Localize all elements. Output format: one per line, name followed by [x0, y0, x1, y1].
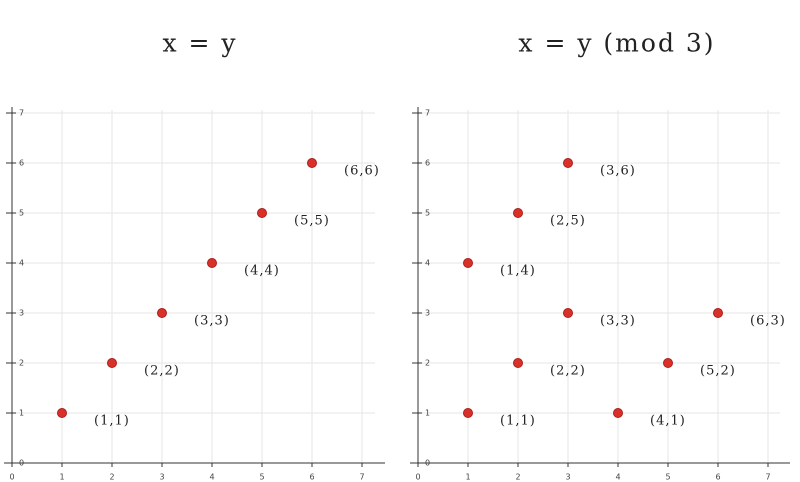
point: [207, 258, 217, 268]
x-tick-label: 0: [9, 473, 14, 482]
y-tick-label: 6: [425, 159, 430, 168]
point: [463, 258, 473, 268]
x-tick-label: 5: [259, 473, 264, 482]
point-label: (1,1): [94, 414, 130, 429]
point-label: (1,1): [500, 414, 536, 429]
point-label: (5,5): [294, 214, 330, 229]
point: [257, 208, 267, 218]
x-tick-label: 0: [415, 473, 420, 482]
x-tick-label: 6: [309, 473, 314, 482]
y-tick-label: 3: [425, 309, 430, 318]
point-label: (2,2): [144, 364, 180, 379]
y-tick-label: 4: [19, 259, 24, 268]
y-tick-label: 5: [425, 209, 430, 218]
point: [463, 408, 473, 418]
x-tick-label: 4: [209, 473, 214, 482]
point-label: (2,5): [550, 214, 586, 229]
y-tick-label: 1: [425, 409, 430, 418]
point: [107, 358, 117, 368]
point: [563, 308, 573, 318]
point: [513, 208, 523, 218]
x-tick-label: 2: [515, 473, 520, 482]
point-label: (3,3): [600, 314, 636, 329]
point-label: (1,4): [500, 264, 536, 279]
point: [563, 158, 573, 168]
x-tick-label: 5: [665, 473, 670, 482]
x-tick-label: 6: [715, 473, 720, 482]
point-label: (2,2): [550, 364, 586, 379]
y-tick-label: 4: [425, 259, 430, 268]
x-tick-label: 3: [159, 473, 164, 482]
y-tick-label: 7: [425, 109, 430, 118]
y-tick-label: 3: [19, 309, 24, 318]
x-tick-label: 7: [765, 473, 770, 482]
point-label: (4,1): [650, 414, 686, 429]
y-tick-label: 2: [19, 359, 24, 368]
y-tick-label: 5: [19, 209, 24, 218]
y-tick-label: 1: [19, 409, 24, 418]
y-tick-label: 7: [19, 109, 24, 118]
point: [513, 358, 523, 368]
point: [157, 308, 167, 318]
point: [713, 308, 723, 318]
y-tick-label: 6: [19, 159, 24, 168]
point: [307, 158, 317, 168]
x-tick-label: 3: [565, 473, 570, 482]
point-label: (3,3): [194, 314, 230, 329]
x-tick-label: 4: [615, 473, 620, 482]
point: [663, 358, 673, 368]
y-tick-label: 2: [425, 359, 430, 368]
chart-title: x = y: [162, 29, 237, 58]
point: [57, 408, 67, 418]
x-tick-label: 1: [59, 473, 64, 482]
point-label: (3,6): [600, 164, 636, 179]
point: [613, 408, 623, 418]
point-label: (5,2): [700, 364, 736, 379]
x-tick-label: 2: [109, 473, 114, 482]
point-label: (6,3): [750, 314, 786, 329]
point-label: (6,6): [344, 164, 380, 179]
x-tick-label: 1: [465, 473, 470, 482]
x-tick-label: 7: [359, 473, 364, 482]
point-label: (4,4): [244, 264, 280, 279]
chart-title: x = y (mod 3): [518, 29, 715, 58]
